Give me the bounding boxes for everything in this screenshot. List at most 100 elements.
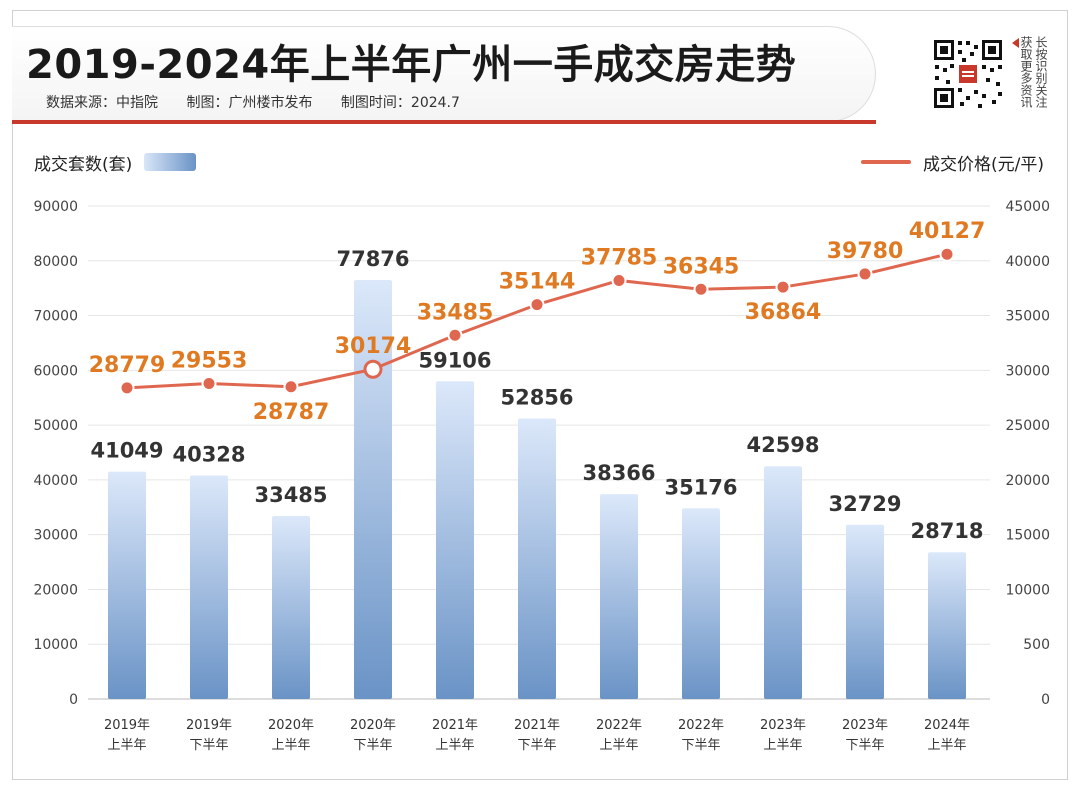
bar xyxy=(682,508,720,699)
y-right-tick: 15000 xyxy=(1005,528,1050,544)
legend-line-swatch xyxy=(861,160,911,164)
bar-value-label: 33485 xyxy=(254,483,327,507)
bar-value-label: 38366 xyxy=(582,461,655,485)
x-tick-label: 上半年 xyxy=(107,738,146,753)
bar-value-label: 42598 xyxy=(746,433,819,457)
qr-caption: 长按识别关注 获取更多资讯 xyxy=(1019,36,1048,108)
y-right-tick: 40000 xyxy=(1005,254,1050,270)
legend-bars-swatch xyxy=(144,153,197,171)
y-right-tick: 30000 xyxy=(1005,363,1050,379)
price-point xyxy=(775,279,791,295)
x-tick-label: 上半年 xyxy=(271,738,310,753)
bar xyxy=(846,524,884,699)
x-tick-label: 下半年 xyxy=(681,738,720,753)
price-value-label: 30174 xyxy=(335,334,412,359)
qr-code-icon[interactable] xyxy=(932,38,1004,110)
x-tick-label: 上半年 xyxy=(927,738,966,753)
x-tick-label: 2024年 xyxy=(924,718,970,733)
y-left-tick: 50000 xyxy=(33,418,78,434)
x-tick-label: 2022年 xyxy=(596,718,642,733)
price-point xyxy=(119,380,135,396)
price-point xyxy=(201,375,217,391)
qr-pointer-icon xyxy=(1012,38,1019,48)
data-source: 数据来源：中指院 xyxy=(46,95,158,111)
x-tick-label: 上半年 xyxy=(599,738,638,753)
legend-line: 成交价格(元/平) xyxy=(861,150,1044,175)
bar-value-label: 41049 xyxy=(90,439,163,463)
y-right-tick: 35000 xyxy=(1005,309,1050,325)
price-value-label: 28787 xyxy=(253,400,330,425)
x-tick-label: 下半年 xyxy=(189,738,228,753)
x-tick-label: 2022年 xyxy=(678,718,724,733)
bar-value-label: 77876 xyxy=(336,247,409,271)
y-right-tick: 45000 xyxy=(1005,199,1050,215)
x-tick-label: 2023年 xyxy=(842,718,888,733)
price-value-label: 29553 xyxy=(171,348,248,373)
x-tick-label: 下半年 xyxy=(353,738,392,753)
x-tick-label: 2020年 xyxy=(268,718,314,733)
y-left-tick: 10000 xyxy=(33,637,78,653)
y-left-tick: 30000 xyxy=(33,528,78,544)
y-left-tick: 70000 xyxy=(33,309,78,325)
bar xyxy=(108,471,146,699)
y-left-tick: 60000 xyxy=(33,363,78,379)
y-left-tick: 20000 xyxy=(33,582,78,598)
page-title: 2019-2024年上半年广州一手成交房走势 xyxy=(26,42,797,88)
x-tick-label: 2020年 xyxy=(350,718,396,733)
x-tick-label: 上半年 xyxy=(435,738,474,753)
price-value-label: 36864 xyxy=(745,300,822,325)
bar-value-label: 52856 xyxy=(500,386,573,410)
price-point xyxy=(447,327,463,343)
price-value-label: 39780 xyxy=(827,239,904,264)
bar xyxy=(272,516,310,699)
price-point xyxy=(611,272,627,288)
y-right-tick: 25000 xyxy=(1005,418,1050,434)
bar-value-label: 32729 xyxy=(828,492,901,516)
price-value-label: 33485 xyxy=(417,300,494,325)
header-banner xyxy=(12,26,876,122)
price-point xyxy=(857,266,873,282)
y-left-tick: 40000 xyxy=(33,473,78,489)
y-right-tick: 0 xyxy=(1041,692,1050,708)
price-point xyxy=(283,379,299,395)
price-point xyxy=(363,359,383,379)
source-line: 数据来源：中指院 制图：广州楼市发布 制图时间：2024.7 xyxy=(46,92,484,112)
y-right-tick: 10000 xyxy=(1005,582,1050,598)
x-tick-label: 2021年 xyxy=(432,718,478,733)
chart-date: 制图时间：2024.7 xyxy=(340,95,460,111)
y-right-tick: 20000 xyxy=(1005,473,1050,489)
x-tick-label: 2019年 xyxy=(104,718,150,733)
x-tick-label: 2019年 xyxy=(186,718,232,733)
price-point xyxy=(939,246,955,262)
x-tick-label: 下半年 xyxy=(517,738,556,753)
x-tick-label: 2023年 xyxy=(760,718,806,733)
bar xyxy=(600,494,638,699)
header-accent-bar xyxy=(12,120,876,124)
price-value-label: 35144 xyxy=(499,270,576,295)
x-tick-label: 2021年 xyxy=(514,718,560,733)
price-point xyxy=(529,297,545,313)
bar-value-label: 28718 xyxy=(910,519,983,543)
y-left-tick: 80000 xyxy=(33,254,78,270)
x-tick-label: 下半年 xyxy=(845,738,884,753)
legend-bars-label: 成交套数(套) xyxy=(34,154,133,175)
price-value-label: 28779 xyxy=(89,353,166,378)
y-right-tick: 500 xyxy=(1023,637,1050,653)
bar xyxy=(436,381,474,699)
y-left-tick: 90000 xyxy=(33,199,78,215)
price-value-label: 37785 xyxy=(581,245,658,270)
bar xyxy=(190,475,228,699)
x-tick-label: 上半年 xyxy=(763,738,802,753)
y-left-tick: 0 xyxy=(69,692,78,708)
bar-value-label: 40328 xyxy=(172,443,245,467)
bar xyxy=(928,552,966,699)
bar-value-label: 59106 xyxy=(418,348,491,372)
bar xyxy=(354,279,392,699)
price-value-label: 36345 xyxy=(663,254,740,279)
bar-value-label: 35176 xyxy=(664,475,737,499)
price-point xyxy=(693,281,709,297)
chart-maker: 制图：广州楼市发布 xyxy=(186,95,313,111)
legend-line-label: 成交价格(元/平) xyxy=(923,154,1044,175)
price-value-label: 40127 xyxy=(909,219,986,244)
